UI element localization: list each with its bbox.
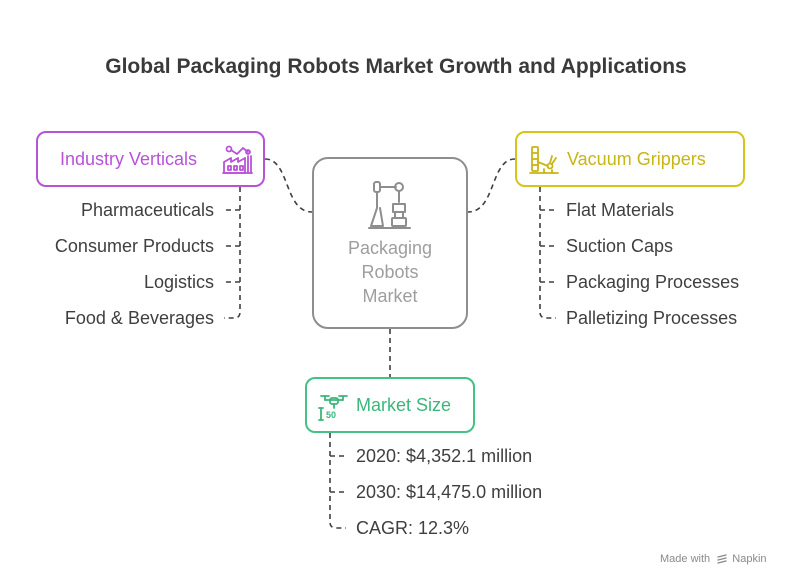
connector-vacuum-center bbox=[467, 158, 516, 213]
connector-industry-trunk bbox=[224, 187, 241, 319]
vacuum-item-flat-materials: Flat Materials bbox=[566, 200, 675, 220]
robotic-arm-gripper-icon bbox=[528, 144, 560, 181]
vacuum-grippers-label: Vacuum Grippers bbox=[567, 149, 706, 169]
industry-item-food-beverages: Food & Beverages bbox=[64, 308, 214, 328]
market-size-box: 50 Market Size bbox=[305, 377, 475, 433]
napkin-watermark[interactable]: Made with Napkin bbox=[660, 553, 767, 567]
factory-icon bbox=[221, 144, 253, 181]
center-label-line-3: Market bbox=[362, 286, 418, 306]
connector-vacuum-trunk bbox=[539, 187, 556, 319]
page-title: Global Packaging Robots Market Growth an… bbox=[105, 55, 687, 78]
center-label-line-2: Robots bbox=[361, 262, 419, 282]
market-item-2020: 2020: $4,352.1 million bbox=[356, 446, 533, 466]
market-item-cagr: CAGR: 12.3% bbox=[356, 518, 470, 538]
market-size-label: Market Size bbox=[356, 395, 452, 415]
center-node: Packaging Robots Market bbox=[312, 157, 468, 329]
center-label-line-1: Packaging bbox=[347, 238, 433, 258]
connector-industry-center bbox=[264, 158, 313, 213]
vacuum-item-packaging-processes: Packaging Processes bbox=[566, 272, 740, 292]
industry-item-consumer-products: Consumer Products bbox=[54, 236, 214, 256]
vacuum-item-palletizing-processes: Palletizing Processes bbox=[566, 308, 738, 328]
connector-market-trunk bbox=[329, 433, 346, 529]
industry-verticals-box: Industry Verticals bbox=[36, 131, 265, 187]
svg-text:50: 50 bbox=[326, 410, 336, 420]
market-item-2030: 2030: $14,475.0 million bbox=[356, 482, 543, 502]
watermark-brand: Napkin bbox=[732, 553, 767, 565]
vacuum-item-suction-caps: Suction Caps bbox=[566, 236, 674, 256]
drone-growth-icon: 50 bbox=[318, 390, 350, 427]
vacuum-grippers-box: Vacuum Grippers bbox=[515, 131, 745, 187]
industry-item-pharmaceuticals: Pharmaceuticals bbox=[80, 200, 214, 220]
industry-item-logistics: Logistics bbox=[143, 272, 214, 292]
industry-verticals-label: Industry Verticals bbox=[60, 149, 198, 169]
robot-arm-icon bbox=[366, 178, 414, 235]
napkin-logo-icon bbox=[717, 554, 727, 567]
watermark-prefix: Made with bbox=[660, 553, 711, 565]
